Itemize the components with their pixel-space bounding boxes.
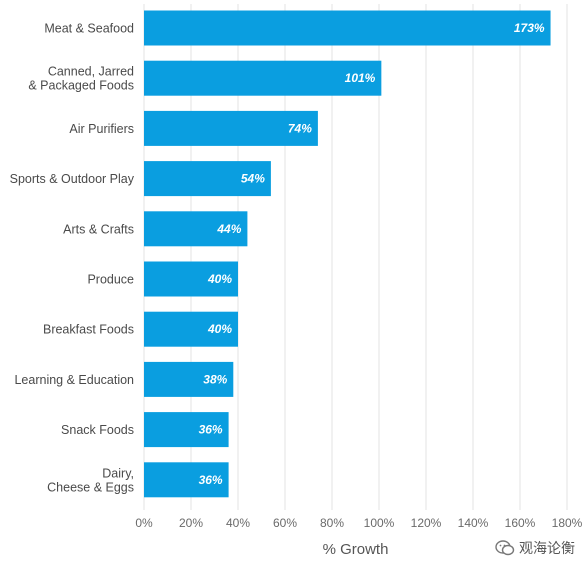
- value-labels: 173% 101% 74% 54% 44% 40% 40% 38% 36% 36%: [199, 21, 545, 487]
- category-labels: Meat & Seafood Canned, Jarred & Packaged F…: [10, 22, 135, 495]
- bar: [144, 60, 382, 96]
- x-tick-label: 100%: [364, 516, 395, 530]
- category-label: Snack Foods: [61, 423, 134, 437]
- bar: [144, 361, 234, 397]
- bar: [144, 261, 238, 297]
- value-label: 36%: [199, 423, 223, 437]
- bar: [144, 412, 229, 448]
- value-label: 101%: [345, 71, 376, 85]
- x-tick-label: 160%: [505, 516, 536, 530]
- value-label: 173%: [514, 21, 545, 35]
- value-label: 36%: [199, 473, 223, 487]
- value-label: 74%: [288, 121, 312, 135]
- category-label: Canned, Jarred & Packaged Foods: [28, 65, 134, 93]
- bar: [144, 161, 271, 197]
- category-label: Sports & Outdoor Play: [10, 172, 135, 186]
- value-label: 44%: [216, 222, 241, 236]
- x-tick-label: 40%: [226, 516, 250, 530]
- x-tick-label: 20%: [179, 516, 203, 530]
- x-tick-label: 80%: [320, 516, 344, 530]
- category-label: Breakfast Foods: [43, 323, 134, 337]
- x-tick-label: 140%: [458, 516, 489, 530]
- x-axis-title: % Growth: [323, 541, 389, 558]
- x-tick-labels: 0% 20% 40% 60% 80% 100% 120% 140% 160% 180%: [135, 516, 582, 530]
- x-tick-label: 180%: [552, 516, 583, 530]
- category-label: Air Purifiers: [69, 122, 134, 136]
- watermark: 观海论衡: [495, 538, 575, 558]
- x-tick-label: 60%: [273, 516, 297, 530]
- category-label: Learning & Education: [14, 373, 134, 387]
- value-label: 40%: [207, 322, 232, 336]
- category-label: Produce: [87, 273, 134, 287]
- x-tick-label: 120%: [411, 516, 442, 530]
- bar: [144, 311, 238, 347]
- bar: [144, 10, 551, 46]
- bars: [144, 10, 551, 498]
- bar: [144, 462, 229, 498]
- value-label: 38%: [203, 372, 227, 386]
- bar: [144, 110, 318, 146]
- wechat-icon: [495, 540, 515, 556]
- value-label: 40%: [207, 272, 232, 286]
- value-label: 54%: [241, 172, 265, 186]
- category-label: Dairy, Cheese & Eggs: [47, 466, 134, 494]
- bar: [144, 211, 248, 247]
- x-tick-label: 0%: [135, 516, 153, 530]
- category-label: Arts & Crafts: [63, 222, 134, 236]
- watermark-text: 观海论衡: [519, 541, 575, 557]
- category-label: Meat & Seafood: [44, 22, 134, 36]
